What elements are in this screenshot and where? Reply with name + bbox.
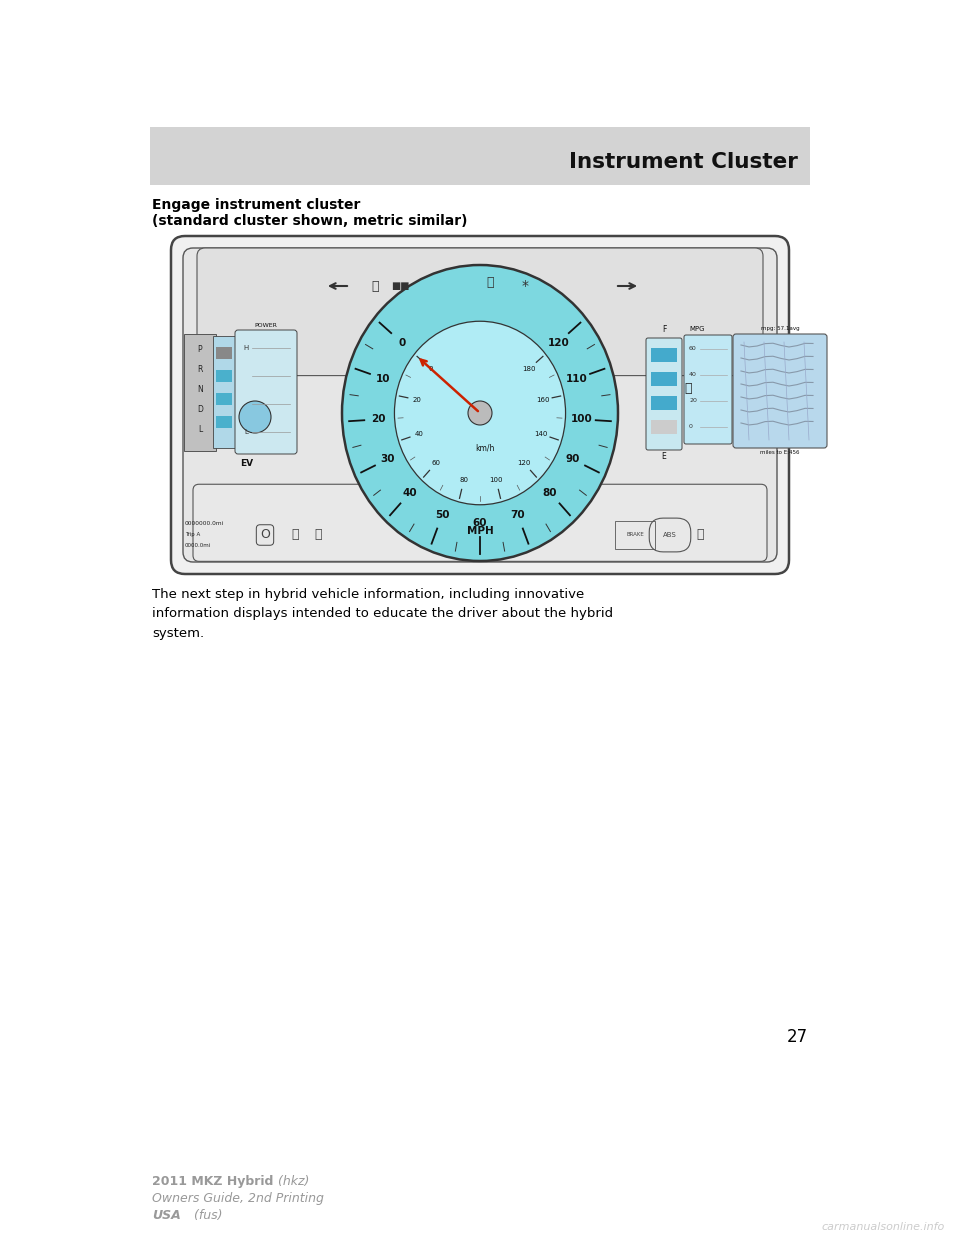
Text: 140: 140 <box>535 431 548 437</box>
Text: 10: 10 <box>375 374 391 384</box>
Text: 110: 110 <box>566 374 588 384</box>
Circle shape <box>239 401 271 433</box>
Text: 🚶: 🚶 <box>291 529 299 542</box>
FancyBboxPatch shape <box>193 484 767 561</box>
FancyBboxPatch shape <box>651 420 677 433</box>
Text: carmanualsonline.info: carmanualsonline.info <box>822 1222 945 1232</box>
Text: 2011 MKZ Hybrid: 2011 MKZ Hybrid <box>152 1175 274 1189</box>
Text: ABS: ABS <box>663 532 677 538</box>
FancyBboxPatch shape <box>651 373 677 386</box>
Text: (fus): (fus) <box>190 1208 223 1222</box>
Text: L: L <box>198 425 203 433</box>
Text: 80: 80 <box>460 477 468 483</box>
FancyBboxPatch shape <box>651 396 677 410</box>
Text: P: P <box>198 344 203 354</box>
Text: 160: 160 <box>537 396 550 402</box>
Text: 60: 60 <box>472 518 488 528</box>
Text: 100: 100 <box>571 415 593 425</box>
Text: F: F <box>661 325 666 334</box>
Text: 60: 60 <box>689 347 697 351</box>
Text: (standard cluster shown, metric similar): (standard cluster shown, metric similar) <box>152 214 468 229</box>
Text: ⏻: ⏻ <box>372 279 379 293</box>
Text: ■■: ■■ <box>391 281 409 291</box>
FancyBboxPatch shape <box>184 334 216 451</box>
FancyBboxPatch shape <box>733 334 827 448</box>
Text: mpg: 57.1avg: mpg: 57.1avg <box>760 325 800 332</box>
Circle shape <box>468 401 492 425</box>
Text: 30: 30 <box>380 455 395 465</box>
Text: 60: 60 <box>431 460 441 466</box>
FancyBboxPatch shape <box>651 348 677 361</box>
Text: O: O <box>260 529 270 542</box>
Text: N: N <box>197 385 203 394</box>
Text: BRAKE: BRAKE <box>626 533 644 538</box>
Text: 🔧: 🔧 <box>696 529 704 542</box>
Text: Instrument Cluster: Instrument Cluster <box>569 152 798 171</box>
Text: 40: 40 <box>402 488 418 498</box>
Text: 80: 80 <box>542 488 558 498</box>
Text: E: E <box>661 452 666 461</box>
Text: 70: 70 <box>511 509 525 520</box>
Text: 20: 20 <box>413 396 421 402</box>
Text: 🚶: 🚶 <box>487 276 493 288</box>
Text: 180: 180 <box>522 365 536 371</box>
Text: 0000000.0mi: 0000000.0mi <box>185 522 225 527</box>
Text: 20: 20 <box>371 415 385 425</box>
FancyBboxPatch shape <box>216 416 232 428</box>
Ellipse shape <box>395 322 565 504</box>
Text: ⛽: ⛽ <box>684 383 692 395</box>
Text: The next step in hybrid vehicle information, including innovative
information di: The next step in hybrid vehicle informat… <box>152 587 613 640</box>
Text: 0: 0 <box>689 425 693 430</box>
FancyBboxPatch shape <box>213 337 235 448</box>
Text: miles to E:456: miles to E:456 <box>760 450 800 455</box>
Text: R: R <box>198 364 203 374</box>
Text: MPG: MPG <box>689 325 705 332</box>
Text: Trip A: Trip A <box>185 533 201 538</box>
FancyBboxPatch shape <box>216 392 232 405</box>
Text: Owners Guide, 2nd Printing: Owners Guide, 2nd Printing <box>152 1192 324 1205</box>
FancyBboxPatch shape <box>646 338 682 450</box>
Text: 🚶: 🚶 <box>314 529 322 542</box>
FancyBboxPatch shape <box>684 335 732 443</box>
Text: 120: 120 <box>517 460 531 466</box>
Text: 0000.0mi: 0000.0mi <box>185 543 211 548</box>
Text: Engage instrument cluster: Engage instrument cluster <box>152 197 360 212</box>
Text: D: D <box>197 405 203 414</box>
FancyBboxPatch shape <box>216 370 232 383</box>
Text: 50: 50 <box>435 509 449 520</box>
FancyBboxPatch shape <box>171 236 789 574</box>
FancyBboxPatch shape <box>150 127 810 185</box>
Text: POWER: POWER <box>254 323 277 328</box>
Text: MPH: MPH <box>467 527 493 537</box>
Text: 90: 90 <box>565 455 580 465</box>
FancyBboxPatch shape <box>235 330 297 455</box>
Text: km/h: km/h <box>475 443 494 452</box>
FancyBboxPatch shape <box>197 248 763 375</box>
Text: (hkz): (hkz) <box>274 1175 309 1189</box>
Text: 0: 0 <box>428 365 433 371</box>
FancyBboxPatch shape <box>183 248 777 561</box>
Text: 120: 120 <box>547 338 569 348</box>
Text: 40: 40 <box>689 373 697 378</box>
Text: 40: 40 <box>415 431 423 437</box>
Text: EV: EV <box>240 460 253 468</box>
Text: USA: USA <box>152 1208 180 1222</box>
Text: 20: 20 <box>689 399 697 404</box>
Ellipse shape <box>342 265 618 561</box>
Text: 27: 27 <box>787 1028 808 1046</box>
Text: H: H <box>244 345 249 351</box>
Text: L: L <box>244 428 248 435</box>
FancyBboxPatch shape <box>216 347 232 359</box>
Text: 100: 100 <box>490 477 503 483</box>
Text: *: * <box>521 279 529 293</box>
Text: 0: 0 <box>398 338 405 348</box>
